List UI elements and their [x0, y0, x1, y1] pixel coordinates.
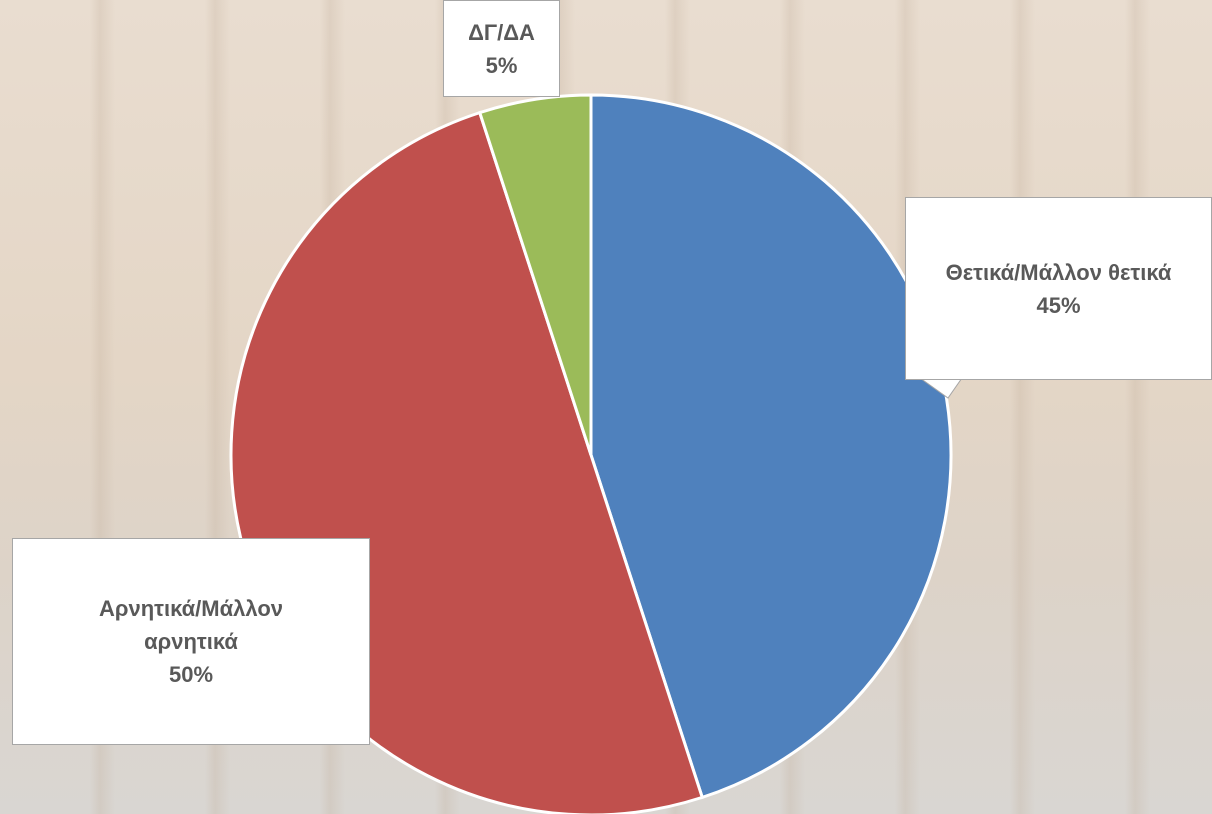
category-label: ΔΓ/ΔΑ — [468, 19, 535, 45]
value-label: 45% — [1036, 292, 1081, 318]
data-label: ΔΓ/ΔΑ 5% — [443, 0, 560, 97]
data-label: Θετικά/Μάλλον θετικά 45% — [905, 197, 1212, 380]
category-label: Θετικά/Μάλλον θετικά — [945, 259, 1172, 285]
value-label: 5% — [485, 52, 518, 78]
data-label: Αρνητικά/Μάλλον αρνητικά 50% — [12, 538, 370, 745]
value-label: 50% — [168, 662, 214, 687]
category-label: Αρνητικά/Μάλλον αρνητικά — [98, 596, 283, 654]
pie-slice — [477, 93, 593, 456]
pie-slice — [589, 93, 953, 800]
